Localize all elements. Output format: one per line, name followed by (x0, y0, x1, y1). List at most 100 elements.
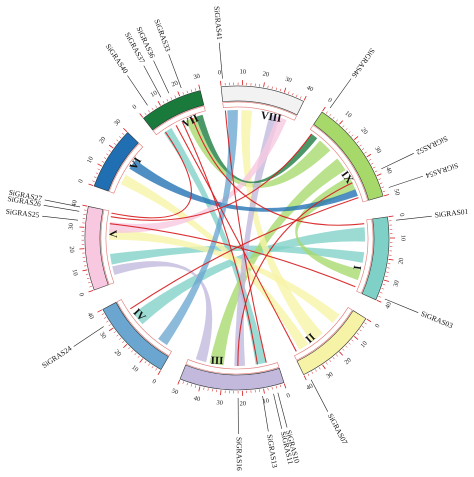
tick (339, 120, 344, 125)
tick (82, 269, 88, 272)
gene-pair-link (237, 182, 353, 367)
gene-label: SiGRAS40 (104, 42, 130, 75)
gene-leader (277, 392, 288, 428)
tick (356, 332, 360, 335)
gene-leader (127, 75, 148, 106)
tick (162, 101, 165, 104)
tick-label: 10 (149, 90, 158, 99)
tick (95, 172, 99, 175)
density-track (152, 105, 206, 136)
tick (359, 329, 362, 332)
tick (322, 364, 326, 370)
gene-leader (310, 379, 329, 412)
tick (108, 149, 111, 152)
tick-label: 0 (374, 323, 382, 329)
gene-label: SiGRAS07 (326, 412, 350, 446)
tick (116, 334, 119, 337)
tick-label: 10 (71, 269, 79, 277)
chromosome-III (179, 364, 285, 391)
gene-leader (384, 298, 419, 313)
tick (139, 113, 144, 118)
synteny-ribbon (195, 114, 318, 184)
tick (82, 204, 88, 207)
tick (332, 116, 335, 119)
tick-label: 30 (284, 76, 292, 85)
gene-leader (329, 78, 352, 109)
tick (345, 345, 348, 348)
tick-label: 0 (77, 292, 85, 297)
tick (372, 166, 376, 169)
gene-label: SiGRAS03 (420, 309, 455, 330)
synteny-ribbon (110, 245, 365, 265)
synteny-ribbon (109, 229, 340, 323)
tick-label: 30 (373, 145, 382, 154)
density-track (356, 218, 374, 294)
tick-label: 30 (113, 118, 123, 128)
chromosome-V (84, 206, 109, 291)
tick (177, 91, 181, 97)
tick (123, 343, 128, 349)
tick (379, 292, 383, 294)
gene-leader (381, 153, 414, 170)
tick-label: 30 (98, 331, 107, 340)
gene-label: SiGRAS54 (424, 161, 459, 180)
tick (322, 106, 326, 112)
tick (368, 159, 372, 161)
tick (267, 387, 269, 391)
tick-label: 10 (130, 364, 139, 374)
tick (151, 365, 154, 369)
tick (108, 327, 114, 332)
gene-pair-link (224, 110, 267, 363)
synteny-ribbon (129, 159, 358, 212)
tick (356, 141, 360, 144)
tick (97, 163, 103, 167)
synteny-ribbon (158, 110, 238, 346)
tick (359, 144, 362, 147)
tick (151, 107, 154, 111)
gene-leader (153, 60, 170, 94)
gene-pair-link (175, 125, 297, 352)
tick (378, 296, 381, 298)
tick (376, 173, 382, 177)
gene-leader (262, 395, 269, 432)
tick (292, 92, 294, 96)
chromosome-II (296, 310, 367, 376)
tick (271, 86, 273, 90)
gene-pair-link (110, 133, 312, 221)
tick (315, 369, 317, 372)
tick (279, 384, 282, 388)
chromosome-label: IX (338, 169, 355, 186)
tick (139, 358, 144, 363)
tick (122, 132, 125, 136)
chromosome-scale: 0 10 20 30 40 0 10 20 30 40 0 10 20 30 40 50 0 10 20 30 40 0 1… (68, 68, 407, 407)
tick (174, 95, 176, 98)
tick-label: 40 (86, 311, 95, 320)
tick (134, 352, 137, 356)
gene-leader (73, 326, 104, 347)
synteny-ribbon (133, 227, 365, 325)
tick (92, 180, 95, 182)
tick (103, 157, 107, 159)
gene-pair-link (111, 131, 192, 219)
gene-label: SiGRAS13 (265, 434, 279, 469)
tick (385, 275, 388, 277)
tick (263, 388, 265, 394)
tick-label: 0 (131, 103, 138, 111)
tick (106, 153, 109, 156)
tick-label: 20 (68, 246, 75, 253)
tick (325, 362, 328, 365)
tick (353, 136, 359, 140)
tick (361, 148, 365, 151)
tick (170, 97, 173, 100)
tick (148, 363, 150, 366)
density-track (100, 209, 115, 285)
tick (198, 386, 201, 392)
gene-label: SiGRAS01 (434, 207, 469, 220)
tick (275, 385, 277, 389)
tick (348, 342, 351, 345)
tick (353, 336, 359, 340)
tick (194, 88, 197, 91)
tick (381, 186, 384, 188)
density-track (108, 143, 144, 194)
